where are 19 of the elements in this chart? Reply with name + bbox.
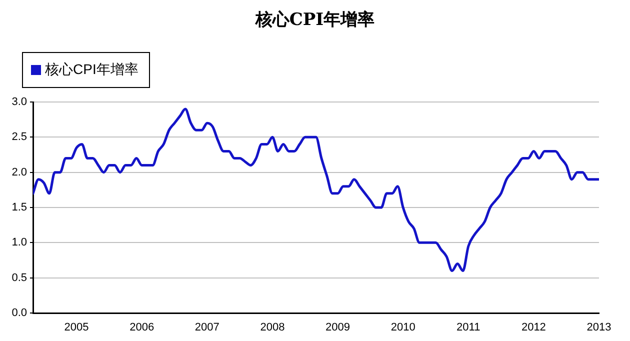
y-tick-label: 1.5	[12, 202, 27, 214]
x-tick-label: 2005	[64, 322, 89, 334]
x-tick-label: 2006	[130, 322, 154, 334]
y-tick-label: 1.0	[12, 236, 27, 249]
x-tick-label: 2012	[521, 322, 546, 334]
chart-title: 核心CPI年增率	[254, 9, 376, 31]
x-tick-label: 2010	[390, 322, 416, 334]
x-tick-label: 2011	[456, 322, 480, 334]
x-tick-label: 2013	[586, 322, 612, 334]
x-tick-label: 2007	[194, 322, 220, 334]
y-tick-label: 0.5	[12, 272, 27, 284]
legend-label: 核心CPI年增率	[45, 61, 138, 79]
line-series	[33, 108, 599, 272]
y-tick-label: 0.0	[12, 307, 27, 320]
y-tick-label: 2.5	[12, 131, 27, 144]
y-tick-label: 2.0	[12, 166, 27, 178]
y-tick-label: 3.0	[12, 96, 27, 108]
x-tick-label: 2009	[326, 322, 350, 334]
x-tick-label: 2008	[260, 322, 285, 334]
